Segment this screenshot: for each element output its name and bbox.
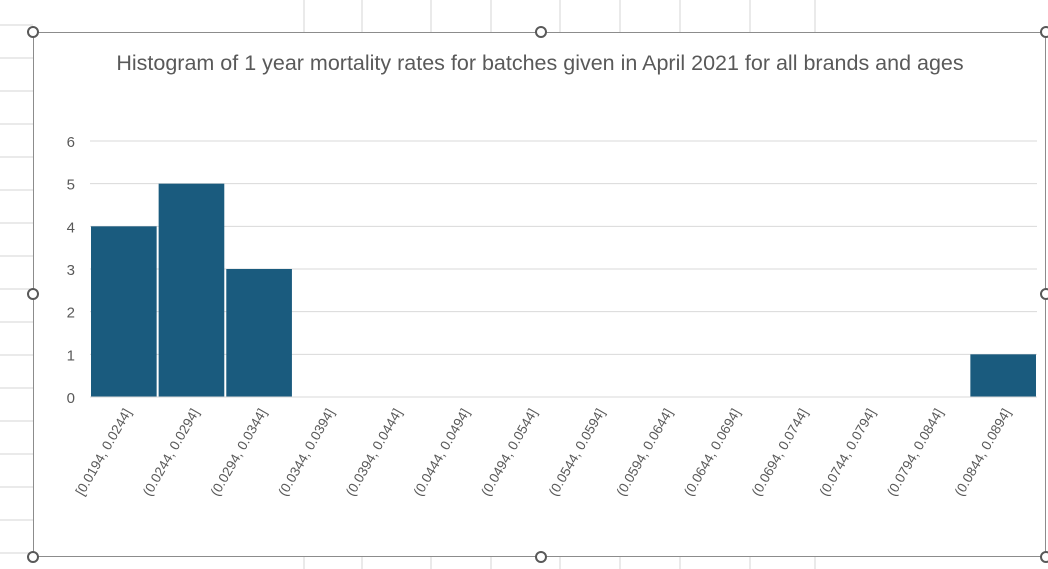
chart-title: Histogram of 1 year mortality rates for …	[116, 51, 964, 75]
y-tick-label: 0	[67, 390, 75, 407]
histogram-bar[interactable]	[226, 269, 292, 397]
x-tick-label: (0.0644, 0.0694]	[681, 406, 743, 499]
x-tick-label: (0.0844, 0.0894]	[952, 406, 1014, 499]
resize-handle-bottom-right[interactable]	[1040, 551, 1048, 563]
x-tick-label: (0.0244, 0.0294]	[140, 406, 202, 499]
x-tick-label: (0.0594, 0.0644]	[613, 406, 675, 499]
resize-handle-top-left[interactable]	[27, 26, 39, 38]
y-tick-label: 6	[67, 134, 75, 151]
resize-handle-middle-left[interactable]	[27, 288, 39, 300]
resize-handle-top-center[interactable]	[535, 26, 547, 38]
x-tick-label: (0.0444, 0.0494]	[410, 406, 472, 499]
histogram-bar[interactable]	[970, 354, 1036, 397]
y-tick-label: 5	[67, 177, 75, 194]
resize-handle-bottom-center[interactable]	[535, 551, 547, 563]
x-tick-label: (0.0394, 0.0444]	[343, 406, 405, 499]
x-tick-label: (0.0294, 0.0344]	[208, 406, 270, 499]
histogram-bar[interactable]	[158, 183, 225, 397]
histogram-bar[interactable]	[91, 226, 157, 397]
x-tick-label: (0.0344, 0.0394]	[275, 406, 337, 499]
y-tick-label: 3	[67, 262, 75, 279]
y-tick-label: 2	[67, 305, 75, 322]
x-tick-label: (0.0494, 0.0544]	[478, 406, 540, 499]
x-tick-label: (0.0544, 0.0594]	[546, 406, 608, 499]
x-tick-label: (0.0694, 0.0744]	[749, 406, 811, 499]
resize-handle-bottom-left[interactable]	[27, 551, 39, 563]
x-tick-label: (0.0744, 0.0794]	[816, 406, 878, 499]
x-tick-label: [0.0194, 0.0244]	[73, 406, 135, 498]
resize-handle-middle-right[interactable]	[1040, 288, 1048, 300]
x-tick-label: (0.0794, 0.0844]	[884, 406, 946, 499]
y-tick-label: 4	[67, 219, 75, 236]
y-tick-label: 1	[67, 347, 75, 364]
resize-handle-top-right[interactable]	[1040, 26, 1048, 38]
